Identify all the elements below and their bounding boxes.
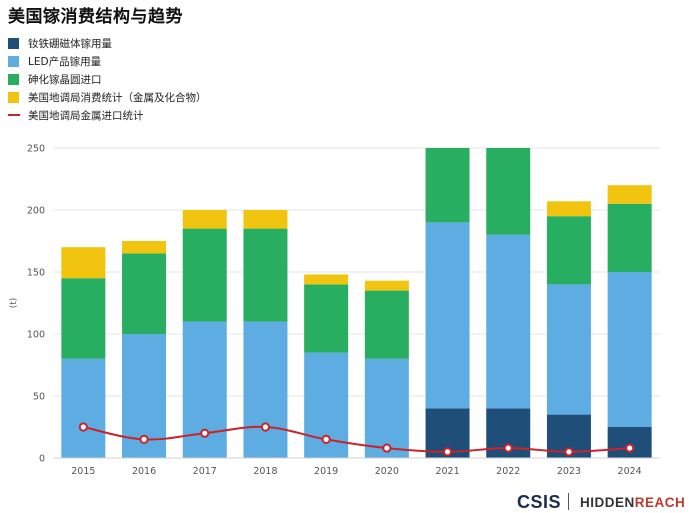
import-point-2018 (260, 422, 271, 432)
csis-logo: CSIS (517, 492, 562, 512)
legend: 钕铁硼磁体镓用量 LED产品镓用量 砷化镓晶圆进口 美国地调局消费统计（金属及化… (8, 34, 207, 124)
legend-label-gaas: 砷化镓晶圆进口 (28, 73, 102, 86)
legend-swatch-led (8, 55, 19, 67)
x-tick-label: 2019 (314, 466, 338, 477)
bar-led-2022 (486, 234, 531, 409)
stacked-bar-chart: 0 50 100 150 200 250 (t) 2015 2016 2017 2018 2019… (9, 144, 660, 477)
bar-usgs-2017 (182, 210, 227, 229)
hiddenreach-logo-part-a: HIDDEN (580, 495, 635, 510)
bar-gaas-2016 (122, 253, 167, 334)
legend-swatch-ndfeb (8, 37, 19, 49)
y-tick-label: 50 (33, 392, 45, 403)
import-point-2019 (321, 434, 331, 444)
import-point-2015 (78, 422, 88, 432)
y-axis: 0 50 100 150 200 250 (27, 144, 45, 465)
legend-label-led: LED产品镓用量 (28, 55, 102, 68)
y-tick-label: 200 (27, 206, 45, 217)
import-point-2016 (139, 434, 149, 444)
x-tick-label: 2021 (435, 466, 459, 477)
import-point-2024 (625, 443, 635, 453)
bar-gaas-2017 (182, 228, 227, 322)
logo-divider (568, 493, 569, 510)
bar-usgs-2019 (304, 274, 349, 285)
import-line-path (83, 425, 630, 453)
x-axis: 2015 2016 2017 2018 2019 2020 2021 2022 2023 2024 (53, 457, 660, 477)
import-point-2017 (200, 428, 210, 438)
footer: CSIS HIDDENREACH (0, 488, 700, 512)
import-point-2020 (382, 443, 392, 453)
legend-item-import-line: 美国地调局金属进口统计 (8, 106, 207, 124)
bar-gaas-2015 (61, 278, 106, 359)
x-tick-label: 2022 (496, 466, 520, 477)
bar-led-2015 (61, 358, 106, 458)
y-tick-label: 150 (27, 268, 45, 279)
bar-gaas-2020 (364, 290, 409, 359)
hiddenreach-logo: HIDDENREACH (580, 495, 685, 510)
legend-item-ndfeb: 钕铁硼磁体镓用量 (8, 34, 207, 52)
hiddenreach-logo-part-b: REACH (634, 495, 686, 510)
bar-led-2021 (425, 222, 470, 409)
bar-usgs-2023 (546, 201, 591, 217)
legend-item-usgs: 美国地调局消费统计（金属及化合物） (8, 88, 207, 106)
bars (61, 148, 652, 458)
bar-gaas-2023 (546, 216, 591, 285)
bar-gaas-2024 (607, 203, 652, 272)
x-tick-label: 2016 (132, 466, 156, 477)
x-tick-label: 2023 (557, 466, 581, 477)
chart-title: 美国镓消费结构与趋势 (8, 7, 183, 27)
y-axis-label: (t) (9, 298, 19, 309)
import-point-2022 (503, 443, 513, 453)
x-tick-label: 2017 (193, 466, 217, 477)
legend-line-import (8, 114, 20, 116)
bar-ndfeb-2024 (607, 427, 652, 458)
bar-gaas-2019 (304, 284, 349, 353)
x-tick-label: 2020 (375, 466, 399, 477)
legend-label-usgs: 美国地调局消费统计（金属及化合物） (28, 91, 207, 104)
bar-gaas-2018 (243, 228, 288, 322)
legend-item-led: LED产品镓用量 (8, 52, 207, 70)
bar-gaas-2022 (486, 148, 531, 235)
import-point-2023 (564, 447, 574, 457)
y-tick-label: 100 (27, 330, 45, 341)
x-tick-label: 2018 (253, 466, 277, 477)
bar-led-2020 (364, 358, 409, 458)
y-tick-label: 250 (27, 144, 45, 155)
import-line (78, 422, 635, 457)
legend-swatch-usgs (8, 91, 19, 103)
bar-usgs-2024 (607, 185, 652, 204)
y-tick-label: 0 (39, 454, 45, 465)
bar-usgs-2020 (364, 280, 409, 291)
legend-item-gaas: 砷化镓晶圆进口 (8, 70, 207, 88)
bar-led-2018 (243, 321, 288, 458)
x-tick-label: 2024 (618, 466, 642, 477)
x-tick-label: 2015 (71, 466, 95, 477)
bar-gaas-2021 (425, 148, 470, 223)
legend-swatch-gaas (8, 73, 19, 85)
legend-label-import-line: 美国地调局金属进口统计 (28, 109, 144, 122)
bar-usgs-2018 (243, 210, 288, 229)
import-point-2021 (442, 447, 453, 457)
legend-label-ndfeb: 钕铁硼磁体镓用量 (28, 37, 112, 50)
bar-led-2023 (546, 284, 591, 415)
bar-usgs-2016 (122, 241, 167, 254)
bar-usgs-2015 (61, 247, 106, 279)
bar-led-2024 (607, 272, 652, 427)
